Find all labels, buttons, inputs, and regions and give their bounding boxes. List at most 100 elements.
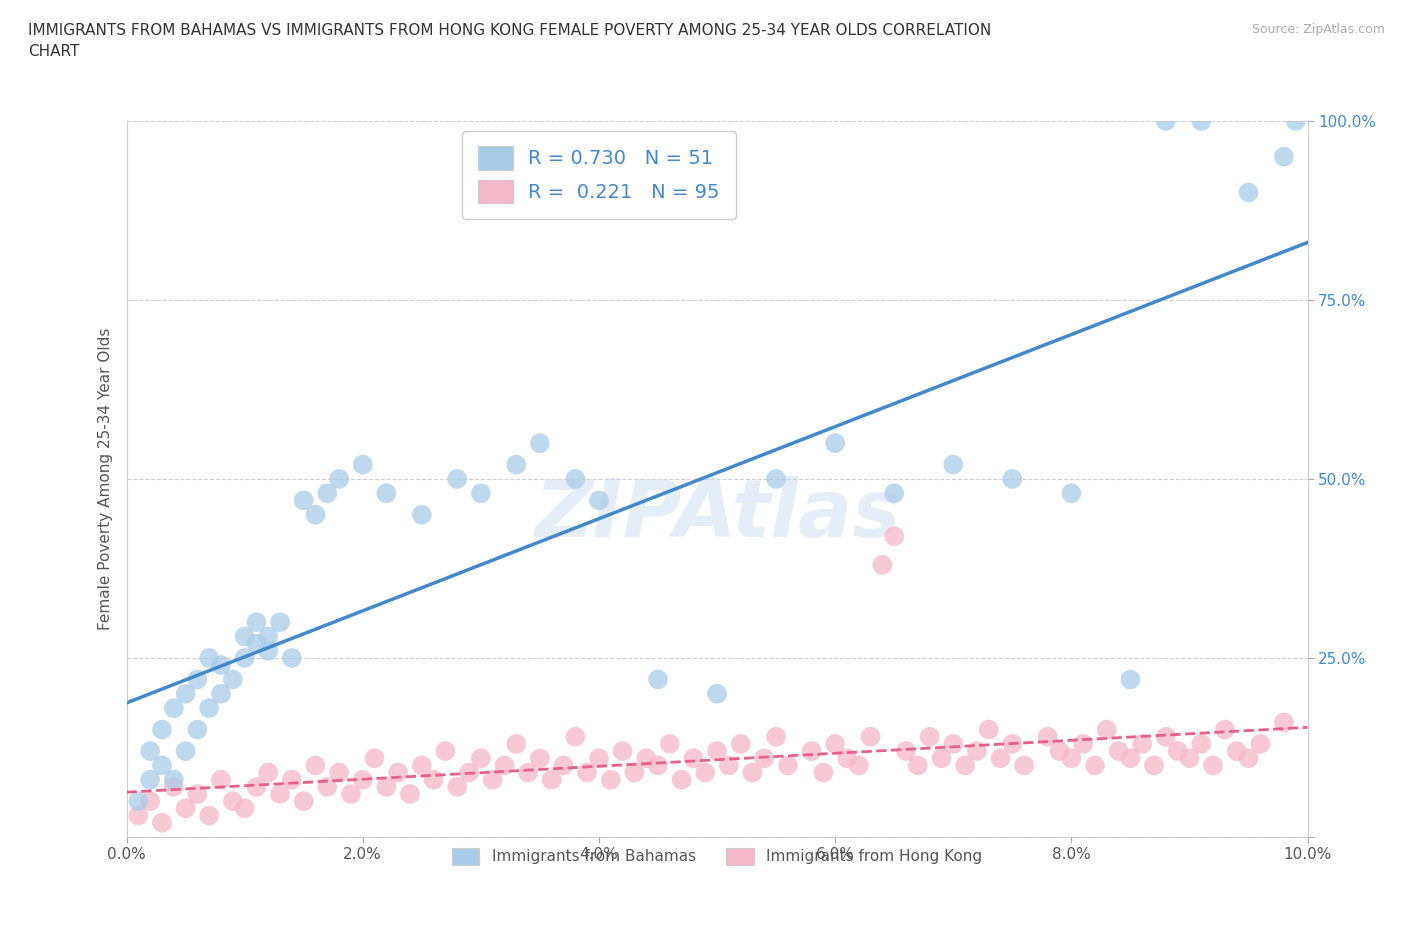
Point [1049, 744, 1071, 759]
Point [1001, 737, 1024, 751]
Legend: Immigrants from Bahamas, Immigrants from Hong Kong: Immigrants from Bahamas, Immigrants from… [444, 841, 990, 872]
Point [800, 744, 823, 759]
Point [316, 779, 339, 794]
Point [953, 758, 976, 773]
Point [824, 737, 846, 751]
Point [505, 458, 527, 472]
Point [505, 737, 527, 751]
Point [931, 751, 953, 765]
Point [990, 751, 1012, 765]
Point [352, 772, 374, 787]
Point [1001, 472, 1024, 486]
Point [139, 794, 162, 809]
Point [1237, 751, 1260, 765]
Point [375, 485, 398, 500]
Point [1226, 744, 1249, 759]
Point [198, 700, 221, 715]
Point [1178, 751, 1201, 765]
Point [977, 722, 1000, 737]
Point [671, 772, 693, 787]
Point [1167, 744, 1189, 759]
Point [245, 779, 267, 794]
Point [233, 801, 256, 816]
Point [706, 744, 728, 759]
Point [682, 751, 704, 765]
Point [340, 787, 363, 802]
Point [942, 737, 965, 751]
Point [942, 458, 965, 472]
Point [765, 729, 787, 744]
Point [292, 493, 315, 508]
Point [658, 737, 681, 751]
Point [588, 751, 610, 765]
Point [540, 772, 562, 787]
Point [765, 472, 787, 486]
Point [848, 758, 870, 773]
Point [576, 765, 599, 780]
Point [1154, 729, 1177, 744]
Point [529, 751, 551, 765]
Point [1189, 737, 1212, 751]
Point [375, 779, 398, 794]
Point [399, 787, 422, 802]
Point [564, 729, 586, 744]
Point [1036, 729, 1059, 744]
Point [209, 686, 232, 701]
Point [363, 751, 385, 765]
Point [553, 758, 575, 773]
Point [150, 758, 173, 773]
Point [481, 772, 503, 787]
Point [1213, 722, 1236, 737]
Point [150, 816, 173, 830]
Point [316, 485, 339, 500]
Point [150, 722, 173, 737]
Point [754, 751, 776, 765]
Point [257, 765, 280, 780]
Point [1272, 715, 1295, 730]
Point [186, 787, 208, 802]
Point [222, 794, 245, 809]
Point [163, 700, 186, 715]
Point [883, 529, 905, 544]
Text: IMMIGRANTS FROM BAHAMAS VS IMMIGRANTS FROM HONG KONG FEMALE POVERTY AMONG 25-34 : IMMIGRANTS FROM BAHAMAS VS IMMIGRANTS FR… [28, 23, 991, 60]
Point [1285, 113, 1308, 128]
Point [127, 794, 149, 809]
Point [446, 779, 468, 794]
Point [1130, 737, 1153, 751]
Point [470, 751, 492, 765]
Point [163, 772, 186, 787]
Point [281, 772, 304, 787]
Text: ZIPAtlas: ZIPAtlas [534, 476, 900, 553]
Point [1084, 758, 1107, 773]
Point [918, 729, 941, 744]
Point [174, 744, 197, 759]
Point [470, 485, 492, 500]
Point [835, 751, 858, 765]
Point [529, 435, 551, 450]
Point [1143, 758, 1166, 773]
Point [1154, 113, 1177, 128]
Point [281, 651, 304, 666]
Point [174, 801, 197, 816]
Point [859, 729, 882, 744]
Point [1249, 737, 1271, 751]
Point [647, 672, 669, 687]
Point [517, 765, 540, 780]
Point [269, 615, 291, 630]
Point [1071, 737, 1094, 751]
Point [623, 765, 645, 780]
Point [127, 808, 149, 823]
Point [1272, 150, 1295, 165]
Point [894, 744, 917, 759]
Point [695, 765, 717, 780]
Point [139, 744, 162, 759]
Point [1060, 485, 1083, 500]
Point [186, 722, 208, 737]
Point [186, 672, 208, 687]
Point [209, 772, 232, 787]
Point [209, 658, 232, 672]
Point [139, 772, 162, 787]
Point [458, 765, 481, 780]
Point [198, 651, 221, 666]
Point [163, 779, 186, 794]
